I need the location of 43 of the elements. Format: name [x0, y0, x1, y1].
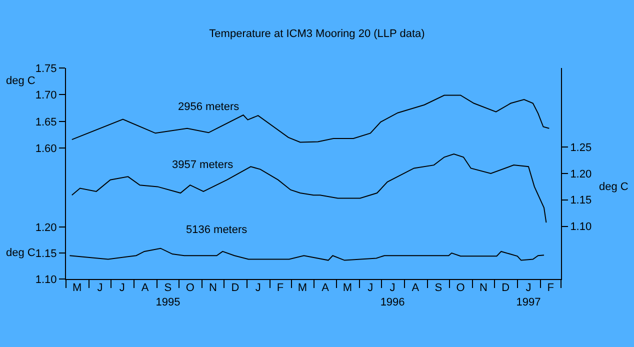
x-tick-label: N — [479, 282, 488, 294]
x-tick-label: J 1997 — [516, 282, 541, 308]
y2-tick-label: 1.25 — [570, 142, 592, 154]
x-tick-label: J — [97, 282, 103, 294]
x-tick-label: D — [231, 282, 240, 294]
y-tick-label: 1.75 — [35, 62, 57, 75]
y2-axis-title: deg C — [599, 181, 628, 193]
x-tick-label: D — [502, 282, 510, 294]
series-label: 5136 meters — [186, 224, 248, 236]
x-tick-label: S 1995 — [156, 282, 180, 308]
y2-tick-label: 1.15 — [570, 194, 592, 207]
x-tick-label: S — [434, 282, 442, 294]
line-series — [71, 94, 550, 143]
x-tick-label: J — [119, 282, 125, 294]
y3-tick-label: 1.15 — [35, 248, 57, 260]
line-series — [71, 153, 547, 224]
line-series — [69, 248, 545, 261]
y-axis-title: deg C — [6, 75, 36, 87]
y-tick-label: 1.70 — [35, 90, 57, 102]
x-tick-label: M — [298, 282, 308, 294]
x-tick-label: N — [209, 282, 218, 294]
x-tick-label: A — [412, 282, 420, 294]
x-tick-label: J — [255, 282, 261, 294]
x-tick-label: M — [72, 282, 82, 294]
x-tick-label: F — [547, 282, 554, 294]
x-tick-label: O — [186, 282, 195, 294]
y-tick-label: 1.60 — [35, 142, 57, 155]
series-label: 3957 meters — [172, 159, 234, 171]
y3-axis-title: deg C — [6, 247, 36, 259]
y3-tick-label: 1.10 — [35, 274, 57, 286]
x-tick-label: A — [141, 282, 150, 294]
y2-tick-label: 1.20 — [570, 168, 592, 180]
x-tick-label: F — [276, 282, 284, 294]
y2-tick-label: 1.10 — [570, 221, 592, 234]
x-tick-label: M — [342, 282, 352, 294]
series-label: 2956 meters — [178, 101, 240, 113]
x-tick-label: J 1996 — [380, 282, 405, 308]
x-tick-label: J — [368, 282, 374, 294]
x-tick-label: O — [456, 282, 466, 294]
y-tick-label: 1.65 — [35, 116, 57, 128]
x-tick-label: A — [322, 282, 330, 294]
y3-tick-label: 1.20 — [35, 222, 57, 234]
chart-title: Temperature at ICM3 Mooring 20 (LLP data) — [209, 28, 425, 40]
